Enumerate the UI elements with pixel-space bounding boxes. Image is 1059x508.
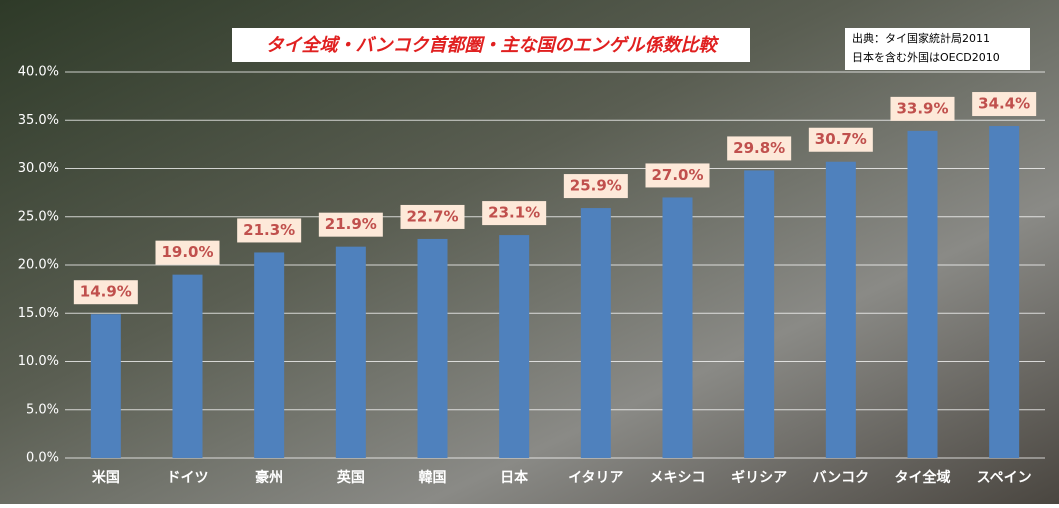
bar: [499, 235, 530, 458]
x-tick-label: バンコク: [812, 470, 869, 486]
value-label-box: [318, 212, 383, 237]
value-label-box: [727, 136, 792, 161]
y-tick-label: 40.0%: [18, 65, 59, 80]
value-label-box: [237, 218, 302, 243]
bar: [989, 126, 1020, 458]
value-label-box: [972, 92, 1037, 117]
y-tick-label: 5.0%: [26, 402, 59, 417]
value-label-box: [808, 127, 873, 152]
bar: [662, 197, 693, 458]
x-tick-label: イタリア: [568, 470, 623, 486]
y-tick-label: 15.0%: [18, 306, 59, 321]
value-label: 30.7%: [815, 130, 867, 148]
bar: [907, 130, 938, 459]
x-tick-label: 英国: [336, 469, 365, 486]
bar: [825, 161, 856, 458]
annotation: 日本を含む外国はOECD2010: [852, 50, 1000, 64]
value-label: 19.0%: [161, 243, 213, 261]
x-tick-label: 韓国: [419, 469, 447, 486]
value-label: 21.3%: [243, 221, 295, 239]
value-label: 29.8%: [733, 139, 785, 157]
x-tick-label: メキシコ: [650, 470, 706, 486]
x-tick-label: スペイン: [977, 470, 1032, 486]
x-tick-label: 米国: [92, 469, 120, 486]
y-tick-label: 0.0%: [26, 451, 59, 466]
x-tick-label: 日本: [500, 469, 529, 486]
bar: [254, 252, 285, 458]
value-label-box: [563, 174, 628, 199]
x-tick-label: ドイツ: [167, 470, 209, 486]
chart-title: タイ全域・バンコク首都圏・主な国のエンゲル係数比較: [266, 35, 720, 56]
bar: [335, 246, 366, 458]
value-label: 27.0%: [651, 166, 703, 184]
bar: [580, 208, 611, 458]
value-label-box: [73, 280, 138, 305]
value-label-box: [155, 240, 220, 265]
bar: [90, 314, 121, 458]
annotation: 出典：タイ国家統計局2011: [852, 31, 990, 45]
title-box: [232, 28, 750, 62]
value-label: 21.9%: [325, 215, 377, 233]
y-tick-label: 10.0%: [18, 354, 59, 369]
bar: [744, 170, 775, 458]
x-tick-label: タイ全域: [895, 469, 951, 486]
y-tick-label: 20.0%: [18, 258, 59, 273]
value-label: 14.9%: [80, 283, 132, 301]
y-tick-label: 35.0%: [18, 113, 59, 128]
value-label-box: [645, 163, 710, 188]
value-label: 34.4%: [978, 95, 1030, 113]
source-box: [845, 28, 1030, 70]
y-tick-label: 25.0%: [18, 209, 59, 224]
value-label-box: [890, 96, 955, 121]
value-label: 22.7%: [406, 207, 458, 225]
x-tick-label: ギリシア: [731, 469, 787, 486]
value-label-box: [482, 201, 547, 226]
bar: [172, 274, 203, 458]
x-tick-label: 豪州: [255, 469, 283, 486]
bar: [417, 238, 448, 458]
value-label-box: [400, 204, 465, 229]
value-label: 33.9%: [896, 99, 948, 117]
value-label: 25.9%: [570, 177, 622, 195]
y-tick-label: 30.0%: [18, 161, 59, 176]
value-label: 23.1%: [488, 204, 540, 222]
